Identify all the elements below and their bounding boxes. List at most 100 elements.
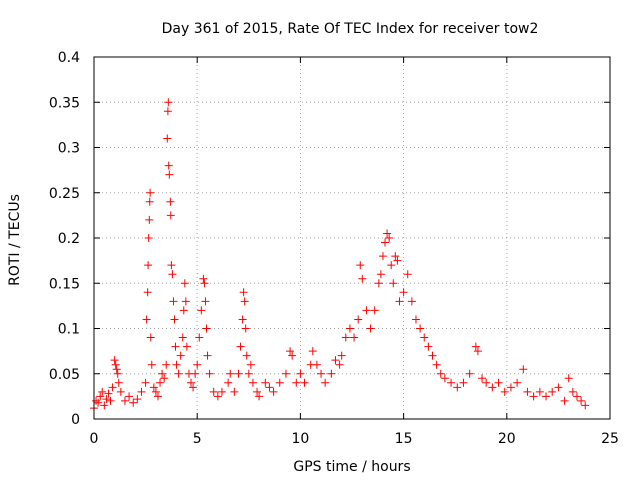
data-point [407,297,416,306]
data-point [350,333,359,342]
data-point [395,297,404,306]
data-point [506,383,515,392]
data-point [391,252,400,261]
data-point [113,369,122,378]
data-point [179,306,188,315]
data-point [424,342,433,351]
data-point [564,374,573,383]
data-point [385,234,394,242]
data-point [265,383,274,392]
y-axis-label: ROTI / TECUs [7,194,23,286]
data-point [366,324,375,333]
data-point [205,369,214,378]
data-point [577,396,586,405]
data-point [381,238,390,247]
data-point [236,342,245,351]
data-point [269,387,278,396]
data-point [255,392,264,401]
data-point [335,360,344,369]
data-point [331,356,340,365]
y-tick-label: 0.4 [58,50,80,66]
x-tick-label: 15 [395,431,413,447]
data-point [241,324,250,333]
data-point [337,351,346,360]
data-point [399,288,408,297]
data-point [459,378,468,387]
data-point [143,288,152,297]
data-point [149,383,158,392]
data-point [356,261,365,270]
data-point [133,395,142,404]
data-point [191,369,200,378]
data-point [120,396,129,405]
data-point [209,387,218,396]
data-point [125,392,134,401]
y-tick-label: 0.3 [58,141,80,157]
data-point [420,333,429,342]
y-tick-label: 0 [71,412,80,428]
data-point [137,387,146,396]
data-point [494,378,503,387]
data-point [554,383,563,392]
data-point [116,387,125,396]
data-point [240,297,249,306]
data-point [151,387,160,396]
data-point [167,261,176,270]
grid-lines [94,57,610,419]
data-point [94,398,103,407]
data-point [253,387,262,396]
data-point [162,360,171,369]
data-point [473,347,482,356]
data-point [226,369,235,378]
data-point [345,324,354,333]
data-point [432,360,441,369]
data-point [239,288,248,297]
y-tick-label: 0.15 [49,276,80,292]
data-point [376,270,385,279]
data-point [529,392,538,401]
y-tick-label: 0.25 [49,186,80,202]
data-point [168,270,177,279]
data-point [453,383,462,392]
y-tick-label: 0.05 [49,367,80,383]
data-point [482,378,491,387]
data-point [144,261,153,270]
data-point [308,347,317,356]
data-point [296,369,305,378]
data-point [203,351,212,360]
data-point [176,351,185,360]
data-point [145,215,154,224]
data-point [234,369,243,378]
data-point [411,315,420,324]
data-points [90,98,590,413]
data-point [312,360,321,369]
data-point [189,383,198,392]
data-point [100,401,109,410]
data-point [500,387,509,396]
data-point [164,98,173,107]
data-point [142,315,151,324]
data-point [145,197,154,206]
data-point [440,374,449,383]
data-point [428,351,437,360]
data-point [153,392,162,401]
data-point [169,297,178,306]
data-point [146,333,155,342]
data-point [523,387,532,396]
data-point [174,369,183,378]
data-point [182,342,191,351]
data-point [389,279,398,288]
y-tick-label: 0.35 [49,95,80,111]
data-point [171,342,180,351]
data-point [275,378,284,387]
data-point [224,378,233,387]
data-point [110,356,119,365]
data-point [327,369,336,378]
data-point [242,351,251,360]
data-point [163,134,172,143]
data-point [288,351,297,360]
y-tick-label: 0.2 [58,231,80,247]
data-point [378,252,387,261]
x-tick-label: 0 [90,431,99,447]
